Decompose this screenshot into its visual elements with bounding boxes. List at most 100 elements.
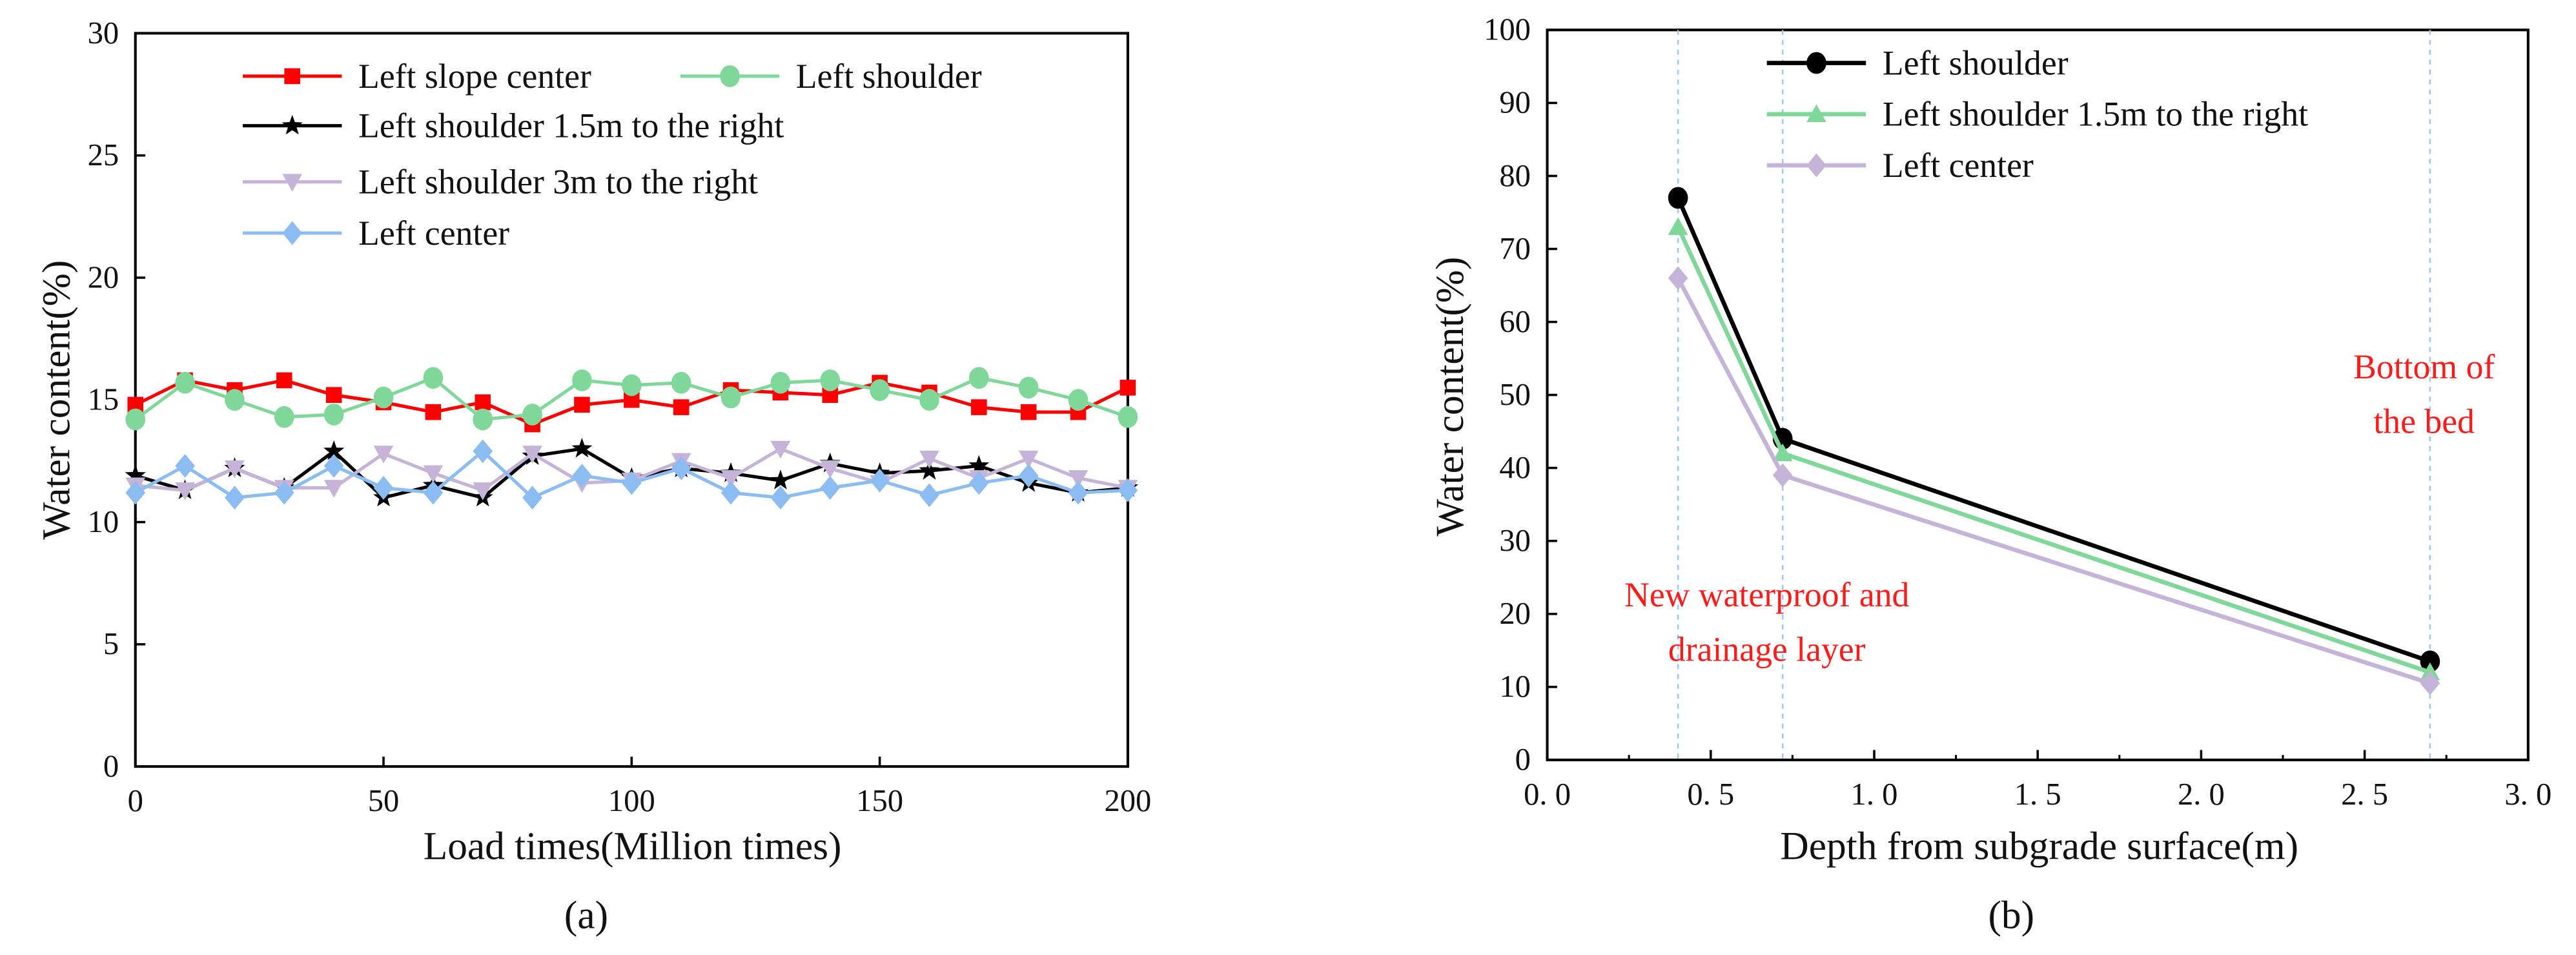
y-tick-label: 25 xyxy=(88,138,119,172)
y-tick-label: 20 xyxy=(1499,596,1531,631)
data-point xyxy=(971,399,987,415)
data-point xyxy=(673,399,690,415)
x-tick-label: 2. 5 xyxy=(2341,777,2388,812)
y-tick-label: 50 xyxy=(1499,377,1531,412)
legend-label: Left shoulder 1.5m to the right xyxy=(1883,95,2308,134)
data-point xyxy=(373,476,394,500)
x-tick-label: 1. 0 xyxy=(1851,777,1898,812)
data-point xyxy=(1119,380,1136,396)
data-point xyxy=(574,396,590,413)
data-point xyxy=(274,406,294,428)
data-point xyxy=(770,440,791,459)
legend-item: Left shoulder 3m to the right xyxy=(242,163,758,201)
data-point xyxy=(968,471,989,495)
legend-marker xyxy=(720,65,740,87)
x-tick-label: 1. 5 xyxy=(2014,777,2061,812)
chart-a-caption: (a) xyxy=(564,894,608,938)
legend-label: Left shoulder 3m to the right xyxy=(358,163,758,201)
legend-marker xyxy=(282,221,303,245)
legend-label: Left shoulder xyxy=(1883,43,2069,82)
data-point xyxy=(1668,217,1688,235)
data-point xyxy=(423,465,444,484)
data-point xyxy=(1668,266,1688,291)
y-tick-label: 0 xyxy=(103,748,119,783)
legend-marker xyxy=(1806,52,1826,74)
data-point xyxy=(522,446,542,464)
data-point xyxy=(671,371,691,394)
y-tick-label: 0 xyxy=(1515,742,1531,777)
data-point xyxy=(621,374,642,396)
legend-item: Left slope center xyxy=(242,57,591,96)
data-point xyxy=(1772,463,1793,488)
chart-b-xlabel: Depth from subgrade surface(m) xyxy=(1780,824,2298,868)
data-point xyxy=(2420,650,2440,673)
chart-a-xlabel: Load times(Million times) xyxy=(424,824,842,868)
y-tick-label: 100 xyxy=(1484,12,1531,47)
data-point xyxy=(1018,450,1039,469)
data-point xyxy=(671,456,691,480)
legend-label: Left center xyxy=(1883,146,2034,185)
y-tick-label: 30 xyxy=(1499,523,1531,558)
data-point xyxy=(968,367,989,389)
data-point xyxy=(125,480,146,505)
x-tick-label: 200 xyxy=(1104,783,1151,818)
legend-marker xyxy=(1806,104,1826,123)
data-point xyxy=(919,450,939,469)
data-point xyxy=(274,480,294,505)
legend-item: Left center xyxy=(1766,146,2034,185)
data-point xyxy=(423,480,444,505)
y-tick-label: 10 xyxy=(88,504,119,539)
data-point xyxy=(1020,404,1037,420)
data-point xyxy=(425,404,442,420)
legend-label: Left shoulder xyxy=(796,57,982,96)
series-left-shoulder xyxy=(125,367,1138,431)
series-left-center xyxy=(1668,266,2440,695)
data-point xyxy=(870,468,890,493)
data-point xyxy=(919,389,939,411)
legend-label: Left center xyxy=(358,214,509,252)
annotation-drainage-layer-1: New waterproof and xyxy=(1624,575,1910,614)
data-point xyxy=(572,369,592,391)
y-tick-label: 5 xyxy=(103,626,119,661)
x-tick-label: 50 xyxy=(368,783,400,818)
data-point xyxy=(919,460,940,480)
y-tick-label: 30 xyxy=(88,15,119,50)
series-left-center xyxy=(125,439,1138,510)
legend-marker xyxy=(1806,153,1826,178)
x-tick-label: 150 xyxy=(856,783,903,818)
y-tick-label: 80 xyxy=(1499,158,1531,193)
data-point xyxy=(1118,478,1138,502)
data-point xyxy=(323,480,344,498)
data-point xyxy=(1772,443,1793,462)
chart-a: 0 5 10 15 20 25 30 0 50 100 150 200 Left slope cente… xyxy=(88,15,1152,818)
y-tick-label: 90 xyxy=(1499,85,1531,120)
data-point xyxy=(572,464,592,488)
data-point xyxy=(1668,187,1688,209)
legend-item: Left shoulder 1.5m to the right xyxy=(242,107,784,145)
data-point xyxy=(323,440,345,460)
y-tick-label: 60 xyxy=(1499,304,1531,339)
data-point xyxy=(571,438,593,458)
legend-item: Left shoulder xyxy=(680,57,982,96)
data-point xyxy=(373,446,394,464)
legend-marker xyxy=(282,174,303,192)
data-point xyxy=(325,387,342,403)
legend-item: Left shoulder xyxy=(1766,43,2069,82)
data-point xyxy=(423,367,444,389)
chart-a-ylabel: Water content(%) xyxy=(34,260,78,540)
data-point xyxy=(919,483,939,508)
legend-label: Left shoulder 1.5m to the right xyxy=(358,107,784,145)
chart-b-caption: (b) xyxy=(1988,894,2034,938)
legend-label: Left slope center xyxy=(358,57,591,96)
x-tick-label: 3. 0 xyxy=(2504,777,2551,812)
data-point xyxy=(473,482,493,500)
data-point xyxy=(968,455,990,475)
annotation-drainage-layer-2: drainage layer xyxy=(1668,630,1866,668)
data-point xyxy=(870,379,890,402)
data-point xyxy=(721,470,741,488)
annotation-bed-bottom-1: Bottom of xyxy=(2353,347,2495,386)
data-point xyxy=(225,460,245,478)
data-point xyxy=(721,480,741,505)
data-point xyxy=(820,369,841,391)
data-point xyxy=(276,372,292,389)
